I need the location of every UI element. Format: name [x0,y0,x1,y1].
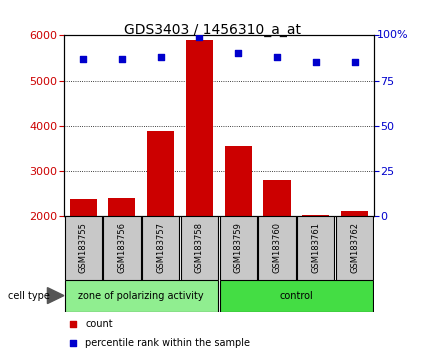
Bar [225,147,252,216]
Bar [220,280,373,312]
Polygon shape [48,287,64,304]
Text: GSM183756: GSM183756 [117,222,126,273]
Text: GDS3403 / 1456310_a_at: GDS3403 / 1456310_a_at [124,23,301,37]
Bar [264,180,291,216]
Bar [186,40,213,216]
Point [80,56,87,62]
Bar [65,280,218,312]
Text: percentile rank within the sample: percentile rank within the sample [85,338,250,348]
Bar [108,198,136,216]
Text: count: count [85,319,113,329]
Text: GSM183755: GSM183755 [79,222,88,273]
Text: GSM183758: GSM183758 [195,222,204,273]
Bar [297,216,334,280]
Text: control: control [280,291,313,301]
Text: GSM183760: GSM183760 [272,222,281,273]
Bar [336,216,373,280]
Text: zone of polarizing activity: zone of polarizing activity [79,291,204,301]
Bar [70,199,97,216]
Point [70,321,76,327]
Bar [147,131,174,216]
Text: 100%: 100% [377,30,409,40]
Point [235,51,242,56]
Text: GSM183759: GSM183759 [234,222,243,273]
Text: cell type: cell type [8,291,51,301]
Point [274,54,280,60]
Text: GSM183762: GSM183762 [350,222,359,273]
Point [157,54,164,60]
Point [70,341,76,346]
Point [351,59,358,65]
Point [312,59,319,65]
Point [119,56,125,62]
Bar [341,211,368,216]
Bar [103,216,141,280]
Bar [142,216,179,280]
Bar [181,216,218,280]
Bar [302,215,329,216]
Bar [220,216,257,280]
Bar [65,216,102,280]
Text: GSM183757: GSM183757 [156,222,165,273]
Point [196,34,203,40]
Bar [258,216,296,280]
Text: GSM183761: GSM183761 [312,222,320,273]
